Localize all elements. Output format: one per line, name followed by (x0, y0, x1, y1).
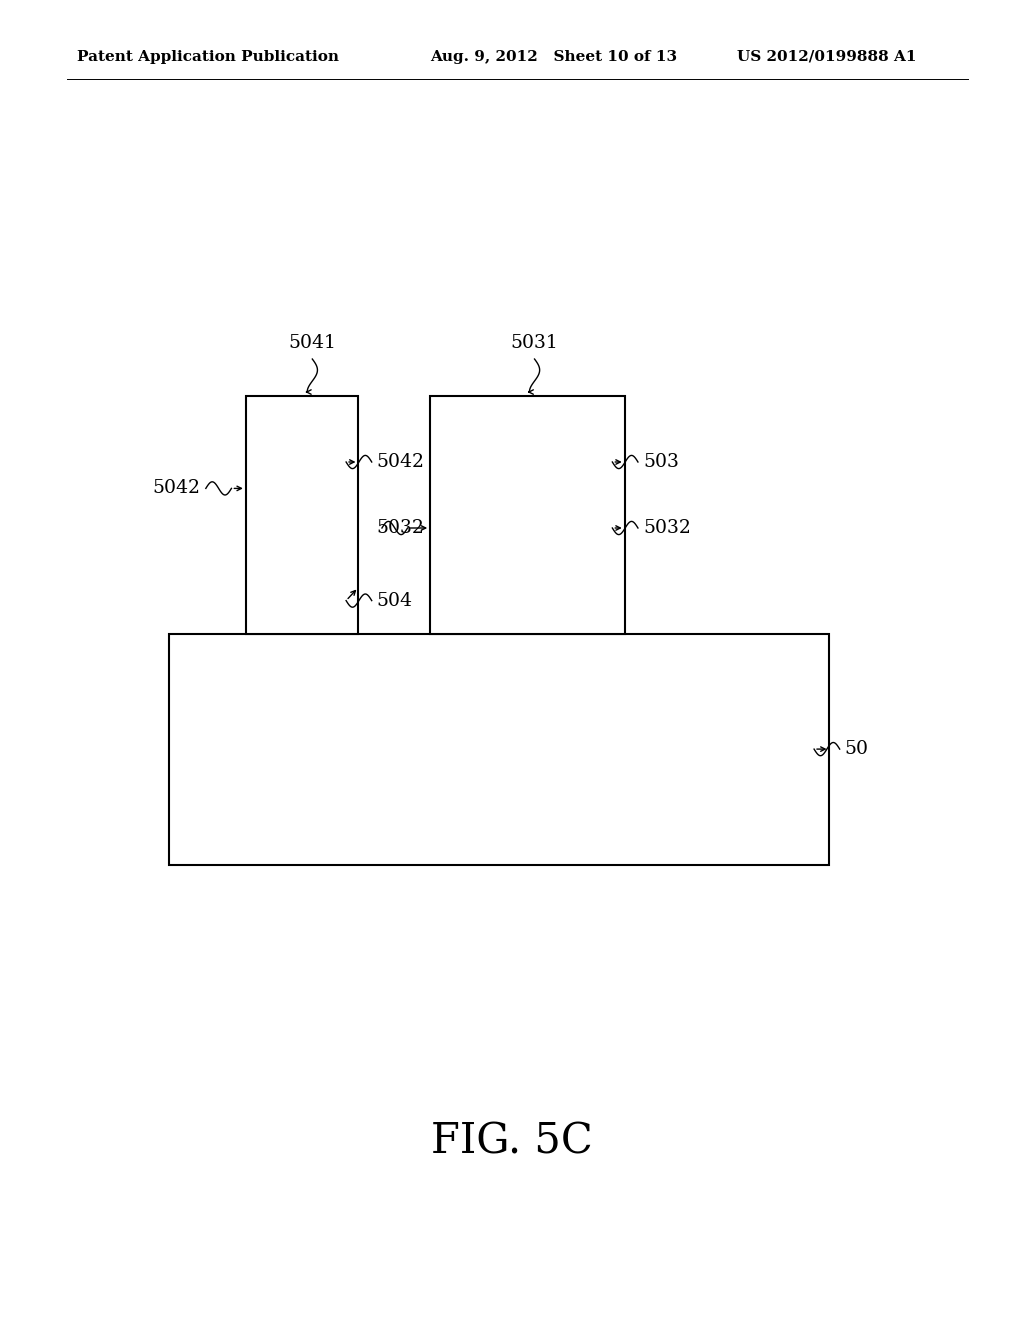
Bar (169, 634, 829, 865)
Text: 50: 50 (845, 741, 868, 758)
Text: US 2012/0199888 A1: US 2012/0199888 A1 (737, 50, 916, 63)
Text: 5042: 5042 (377, 453, 425, 471)
Text: Patent Application Publication: Patent Application Publication (77, 50, 339, 63)
Text: 5032: 5032 (643, 519, 691, 537)
Text: 503: 503 (643, 453, 679, 471)
Text: FIG. 5C: FIG. 5C (431, 1121, 593, 1163)
Text: 5041: 5041 (289, 334, 336, 352)
Bar (246, 396, 358, 634)
Text: Aug. 9, 2012   Sheet 10 of 13: Aug. 9, 2012 Sheet 10 of 13 (430, 50, 677, 63)
Bar (430, 396, 625, 634)
Text: 5042: 5042 (153, 479, 201, 498)
Text: 5032: 5032 (377, 519, 425, 537)
Text: 504: 504 (377, 591, 413, 610)
Text: 5031: 5031 (511, 334, 558, 352)
